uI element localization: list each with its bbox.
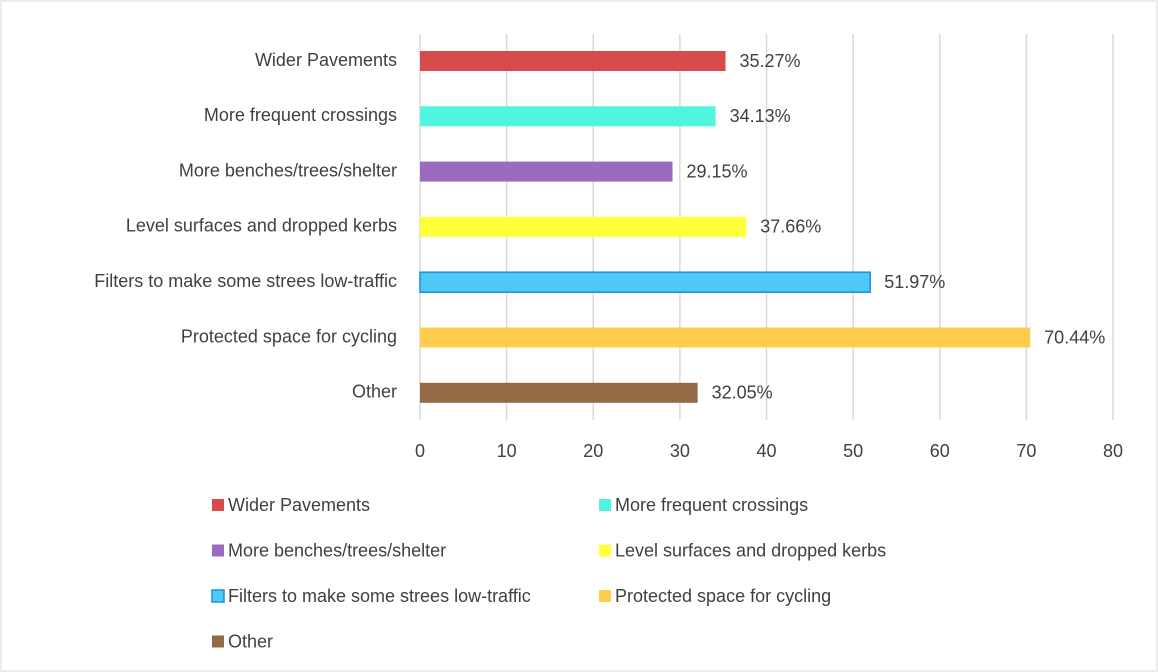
- legend-swatch: [212, 635, 224, 648]
- bar: [420, 51, 726, 71]
- bar: [420, 161, 673, 182]
- data-label: 34.13%: [730, 106, 791, 126]
- bar: [420, 327, 1031, 348]
- legend-label: Wider Pavements: [228, 495, 370, 515]
- x-tick-label: 50: [843, 441, 863, 461]
- legend-swatch: [599, 590, 611, 602]
- x-tick-label: 10: [497, 441, 517, 461]
- bar: [420, 216, 747, 237]
- x-tick-label: 40: [756, 441, 776, 461]
- x-tick-label: 60: [930, 441, 950, 461]
- y-tick-label: Wider Pavements: [255, 50, 397, 70]
- x-tick-label: 20: [583, 441, 603, 461]
- legend-swatch: [599, 544, 611, 557]
- x-tick-label: 0: [415, 441, 425, 461]
- legend-label: Other: [228, 631, 273, 651]
- legend-label: Protected space for cycling: [615, 586, 831, 606]
- data-label: 29.15%: [687, 161, 748, 181]
- y-tick-label: Filters to make some strees low-traffic: [94, 271, 397, 291]
- data-label: 35.27%: [740, 51, 801, 71]
- legend-swatch: [212, 499, 224, 511]
- x-tick-label: 30: [670, 441, 690, 461]
- data-label: 32.05%: [712, 383, 773, 403]
- y-tick-label: Level surfaces and dropped kerbs: [126, 216, 397, 236]
- bar: [420, 382, 698, 403]
- legend-swatch: [599, 499, 611, 511]
- y-tick-label: More benches/trees/shelter: [179, 160, 397, 180]
- data-label: 37.66%: [760, 217, 821, 237]
- legend-swatch: [211, 589, 225, 603]
- legend-label: More frequent crossings: [615, 495, 808, 515]
- y-tick-label: More frequent crossings: [204, 105, 397, 125]
- bar: [419, 271, 871, 293]
- data-label: 51.97%: [884, 272, 945, 292]
- y-tick-label: Protected space for cycling: [181, 326, 397, 346]
- x-tick-label: 70: [1016, 441, 1036, 461]
- x-tick-label: 80: [1103, 441, 1123, 461]
- legend-label: More benches/trees/shelter: [228, 540, 446, 560]
- legend-swatch: [212, 544, 224, 557]
- bar: [420, 106, 716, 127]
- y-tick-label: Other: [352, 382, 397, 402]
- legend-label: Filters to make some strees low-traffic: [228, 586, 531, 606]
- data-label: 70.44%: [1044, 327, 1105, 347]
- legend-label: Level surfaces and dropped kerbs: [615, 540, 886, 560]
